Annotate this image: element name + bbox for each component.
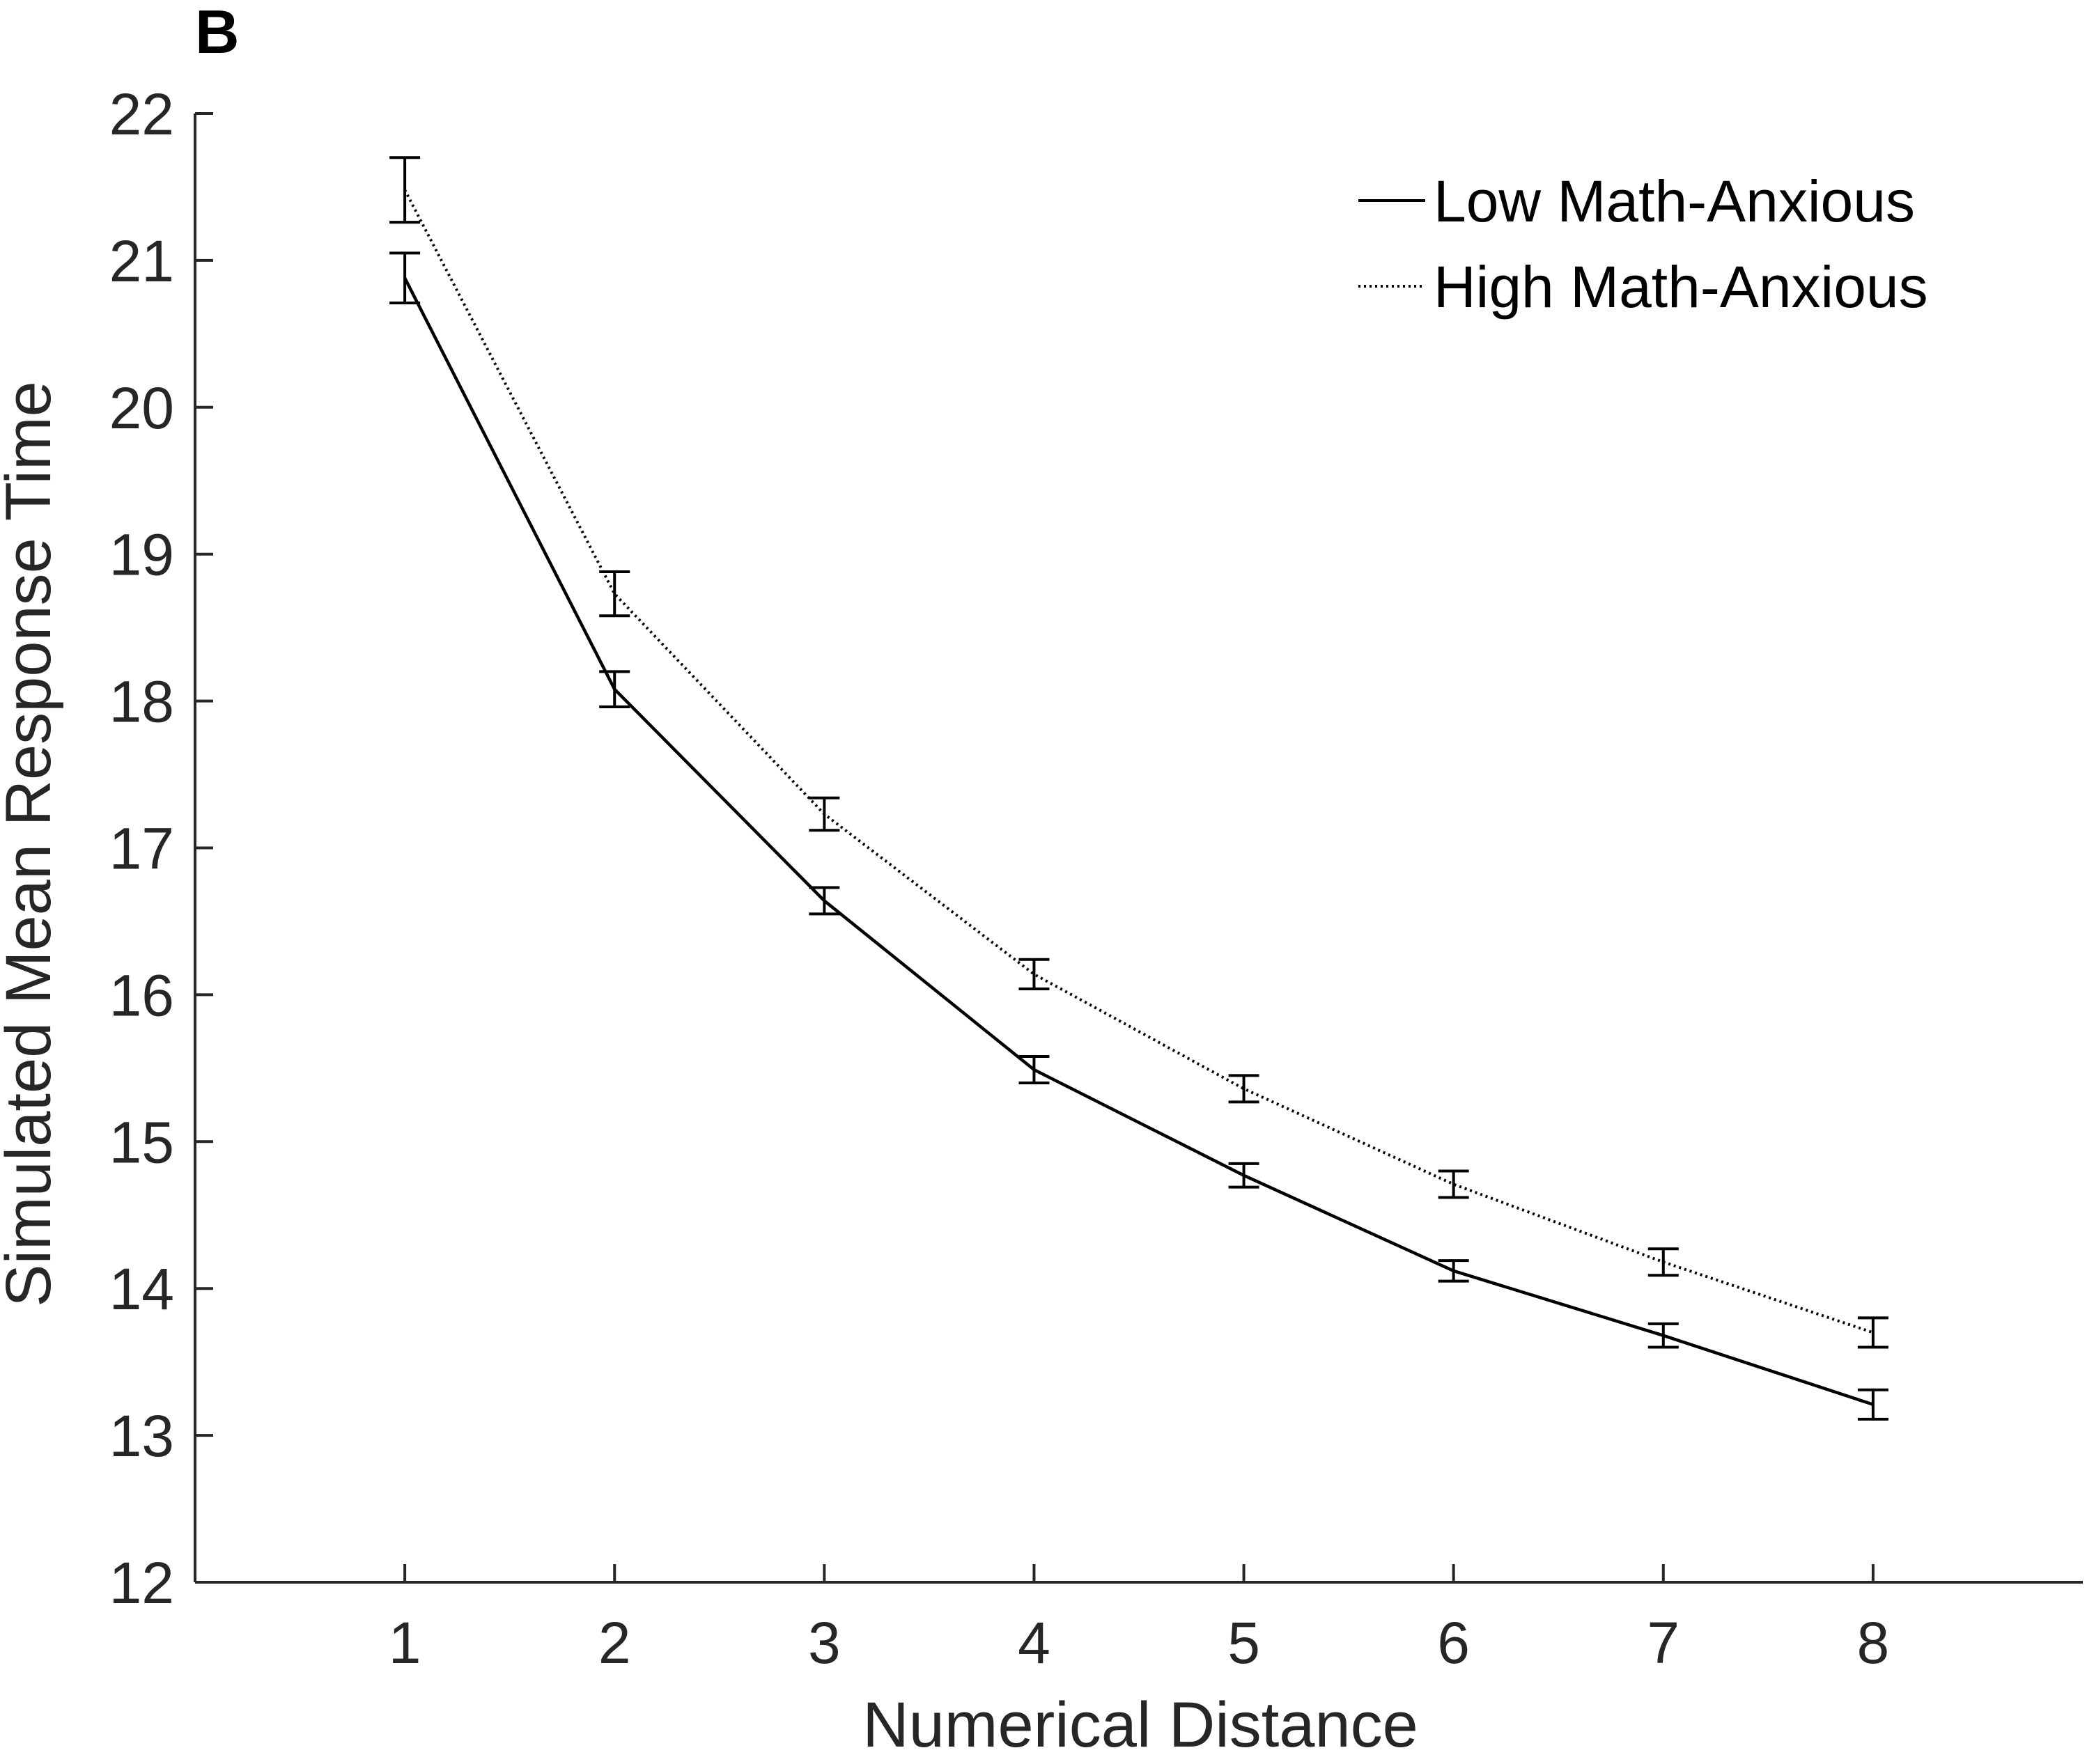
panel-label: B (195, 0, 240, 66)
x-tick-label: 2 (598, 1610, 631, 1676)
legend-label: Low Math-Anxious (1434, 169, 1915, 234)
series-line (403, 189, 1874, 1334)
y-ticks: 12 13 14 15 16 17 18 19 20 21 22 (109, 81, 213, 1616)
y-tick-label: 19 (109, 522, 174, 588)
x-tick-label: 8 (1857, 1610, 1890, 1676)
x-tick-label: 3 (808, 1610, 841, 1676)
error-bar (389, 156, 421, 224)
error-bar (1647, 1322, 1679, 1349)
series-line (403, 277, 1874, 1406)
error-bar (599, 670, 630, 709)
x-tick-label: 5 (1227, 1610, 1260, 1676)
error-bar (1438, 1259, 1469, 1283)
y-axis-title: Simulated Mean Response Time (0, 381, 64, 1307)
x-tick-label: 7 (1647, 1610, 1679, 1676)
error-bar (1857, 1388, 1888, 1421)
series-high-math-anxious (389, 156, 1888, 1349)
y-tick-label: 12 (109, 1550, 174, 1616)
axes (194, 114, 2083, 1584)
y-tick-label: 14 (109, 1256, 174, 1322)
y-tick-label: 15 (109, 1109, 174, 1175)
series-layer (389, 156, 1888, 1421)
y-tick-label: 13 (109, 1403, 174, 1469)
error-bar (809, 886, 840, 916)
series-low-math-anxious (389, 251, 1888, 1421)
y-tick-label: 20 (109, 375, 174, 441)
error-bar (809, 796, 840, 832)
error-bar (1647, 1247, 1679, 1277)
error-bar (1857, 1316, 1888, 1349)
x-axis-title: Numerical Distance (862, 1689, 1418, 1761)
error-bar (1228, 1162, 1259, 1189)
y-tick-label: 21 (109, 228, 174, 294)
y-tick-label: 17 (109, 816, 174, 882)
y-tick-label: 22 (109, 81, 174, 147)
y-tick-label: 16 (109, 962, 174, 1028)
legend: Low Math-Anxious High Math-Anxious (1358, 169, 1928, 320)
y-tick-label: 18 (109, 669, 174, 735)
error-bar (389, 251, 421, 305)
x-tick-label: 1 (389, 1610, 421, 1676)
legend-label: High Math-Anxious (1434, 254, 1928, 320)
error-bar (1018, 1054, 1050, 1084)
error-bar (599, 570, 630, 618)
x-ticks: 1 2 3 4 5 6 7 8 (389, 1564, 1889, 1676)
x-tick-label: 4 (1018, 1610, 1050, 1676)
error-bar (1228, 1074, 1259, 1104)
x-tick-label: 6 (1437, 1610, 1470, 1676)
error-bar (1438, 1169, 1469, 1199)
error-bar (1018, 958, 1050, 990)
